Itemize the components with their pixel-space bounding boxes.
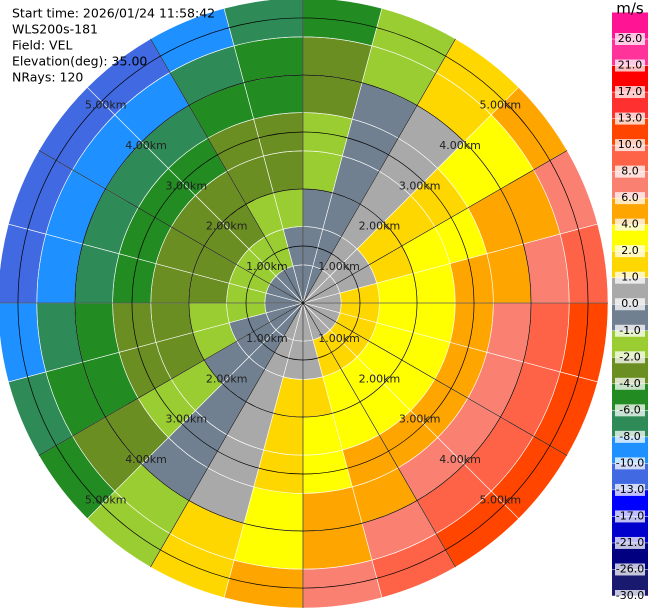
colorbar-tick-label: -8.0	[619, 430, 640, 443]
header-line: WLS200s-181	[12, 22, 98, 37]
colorbar-label-bg	[615, 510, 645, 523]
colorbar-label-bg	[615, 324, 645, 337]
velocity-cell	[243, 74, 304, 120]
colorbar-label-bg	[615, 33, 645, 45]
range-ring-label: 2.00km	[206, 220, 248, 233]
range-ring-label: 3.00km	[399, 413, 441, 426]
velocity-cell	[302, 486, 363, 532]
header-line: Start time: 2026/01/24 11:58:42	[12, 6, 215, 21]
colorbar-label-bg	[615, 457, 645, 470]
colorbar-tick-label: -21.0	[616, 536, 644, 549]
colorbar-label-bg	[615, 112, 645, 125]
range-ring-label: 5.00km	[85, 493, 127, 506]
colorbar-label-bg	[615, 298, 645, 311]
velocity-cell	[486, 302, 532, 363]
colorbar-label-bg	[615, 271, 645, 284]
colorbar-tick-label: -17.0	[616, 509, 644, 522]
velocity-cell	[243, 486, 304, 532]
colorbar-label-bg	[615, 165, 645, 178]
colorbar-label-bg	[615, 483, 645, 496]
radial-line	[302, 38, 456, 304]
colorbar-tick-label: 26.0	[618, 32, 643, 45]
colorbar-label-bg	[615, 563, 645, 576]
colorbar-tick-label: -4.0	[619, 377, 640, 390]
colorbar-tick-label: 4.0	[621, 218, 639, 231]
colorbar-tick-label: 8.0	[621, 165, 639, 178]
radial-line	[302, 150, 568, 304]
range-ring-label: 1.00km	[318, 332, 360, 345]
range-ring-label: 5.00km	[85, 99, 127, 112]
colorbar-label-bg	[615, 139, 645, 152]
range-ring-label: 2.00km	[206, 372, 248, 385]
colorbar-tick-label: 1.0	[621, 271, 639, 284]
range-ring-label: 3.00km	[166, 413, 208, 426]
colorbar-tick-label: -2.0	[619, 350, 640, 363]
range-ring	[74, 74, 532, 532]
colorbar-tick-label: 10.0	[618, 138, 643, 151]
colorbar-tick-label: 21.0	[618, 59, 643, 72]
range-ring	[131, 131, 475, 475]
colorbar-tick-label: 2.0	[621, 244, 639, 257]
colorbar-label-bg	[615, 192, 645, 205]
colorbar-label-bg	[615, 377, 645, 390]
colorbar-label-bg	[615, 218, 645, 231]
colorbar-label-bg	[615, 536, 645, 549]
colorbar-label-bg	[615, 430, 645, 443]
colorbar-tick-label: -13.0	[616, 483, 644, 496]
colorbar-label-bg	[615, 245, 645, 258]
range-ring-label: 4.00km	[439, 139, 481, 152]
colorbar-label-bg	[615, 351, 645, 364]
colorbar-tick-label: -1.0	[619, 324, 640, 337]
range-ring-label: 5.00km	[480, 99, 522, 112]
range-ring	[188, 188, 418, 418]
header-line: Elevation(deg): 35.00	[12, 54, 147, 69]
radial-line	[302, 302, 568, 456]
range-ring	[245, 245, 361, 361]
range-ring-label: 4.00km	[125, 453, 167, 466]
velocity-cell	[74, 243, 120, 304]
velocity-cell	[486, 243, 532, 304]
range-ring-label: 1.00km	[246, 260, 288, 273]
colorbar-label-bg	[615, 59, 645, 72]
ppi-cells	[0, 0, 609, 609]
colorbar-tick-label: 0.0	[621, 297, 639, 310]
colorbar-tick-label: -6.0	[619, 403, 640, 416]
colorbar-tick-label: 17.0	[618, 85, 643, 98]
range-ring-label: 5.00km	[480, 493, 522, 506]
range-ring-label: 3.00km	[166, 179, 208, 192]
radial-line	[150, 302, 304, 568]
colorbar-tick-label: -26.0	[616, 562, 644, 575]
radial-line	[38, 302, 304, 456]
colorbar-label-bg	[615, 86, 645, 99]
colorbar-label-bg	[615, 590, 645, 602]
colorbar-label-bg	[615, 404, 645, 417]
range-ring-label: 2.00km	[359, 220, 401, 233]
velocity-cell	[302, 74, 363, 120]
colorbar-title: m/s	[616, 0, 644, 18]
colorbar-tick-label: -30.0	[616, 589, 644, 602]
range-ring-label: 2.00km	[359, 372, 401, 385]
ppi-overlay	[0, 0, 608, 608]
radial-line	[38, 150, 304, 304]
velocity-cell	[74, 302, 120, 363]
radial-line	[150, 38, 304, 304]
range-ring	[17, 17, 589, 589]
colorbar-tick-label: 13.0	[618, 112, 643, 125]
header-line: NRays: 120	[12, 70, 83, 85]
range-ring-label: 3.00km	[399, 179, 441, 192]
range-ring-label: 1.00km	[318, 260, 360, 273]
header-line: Field: VEL	[12, 38, 72, 53]
range-ring-label: 1.00km	[246, 332, 288, 345]
colorbar-tick-label: 6.0	[621, 191, 639, 204]
range-ring-label: 4.00km	[125, 139, 167, 152]
range-ring-label: 4.00km	[439, 453, 481, 466]
colorbar-tick-label: -10.0	[616, 456, 644, 469]
radial-line	[302, 302, 456, 568]
